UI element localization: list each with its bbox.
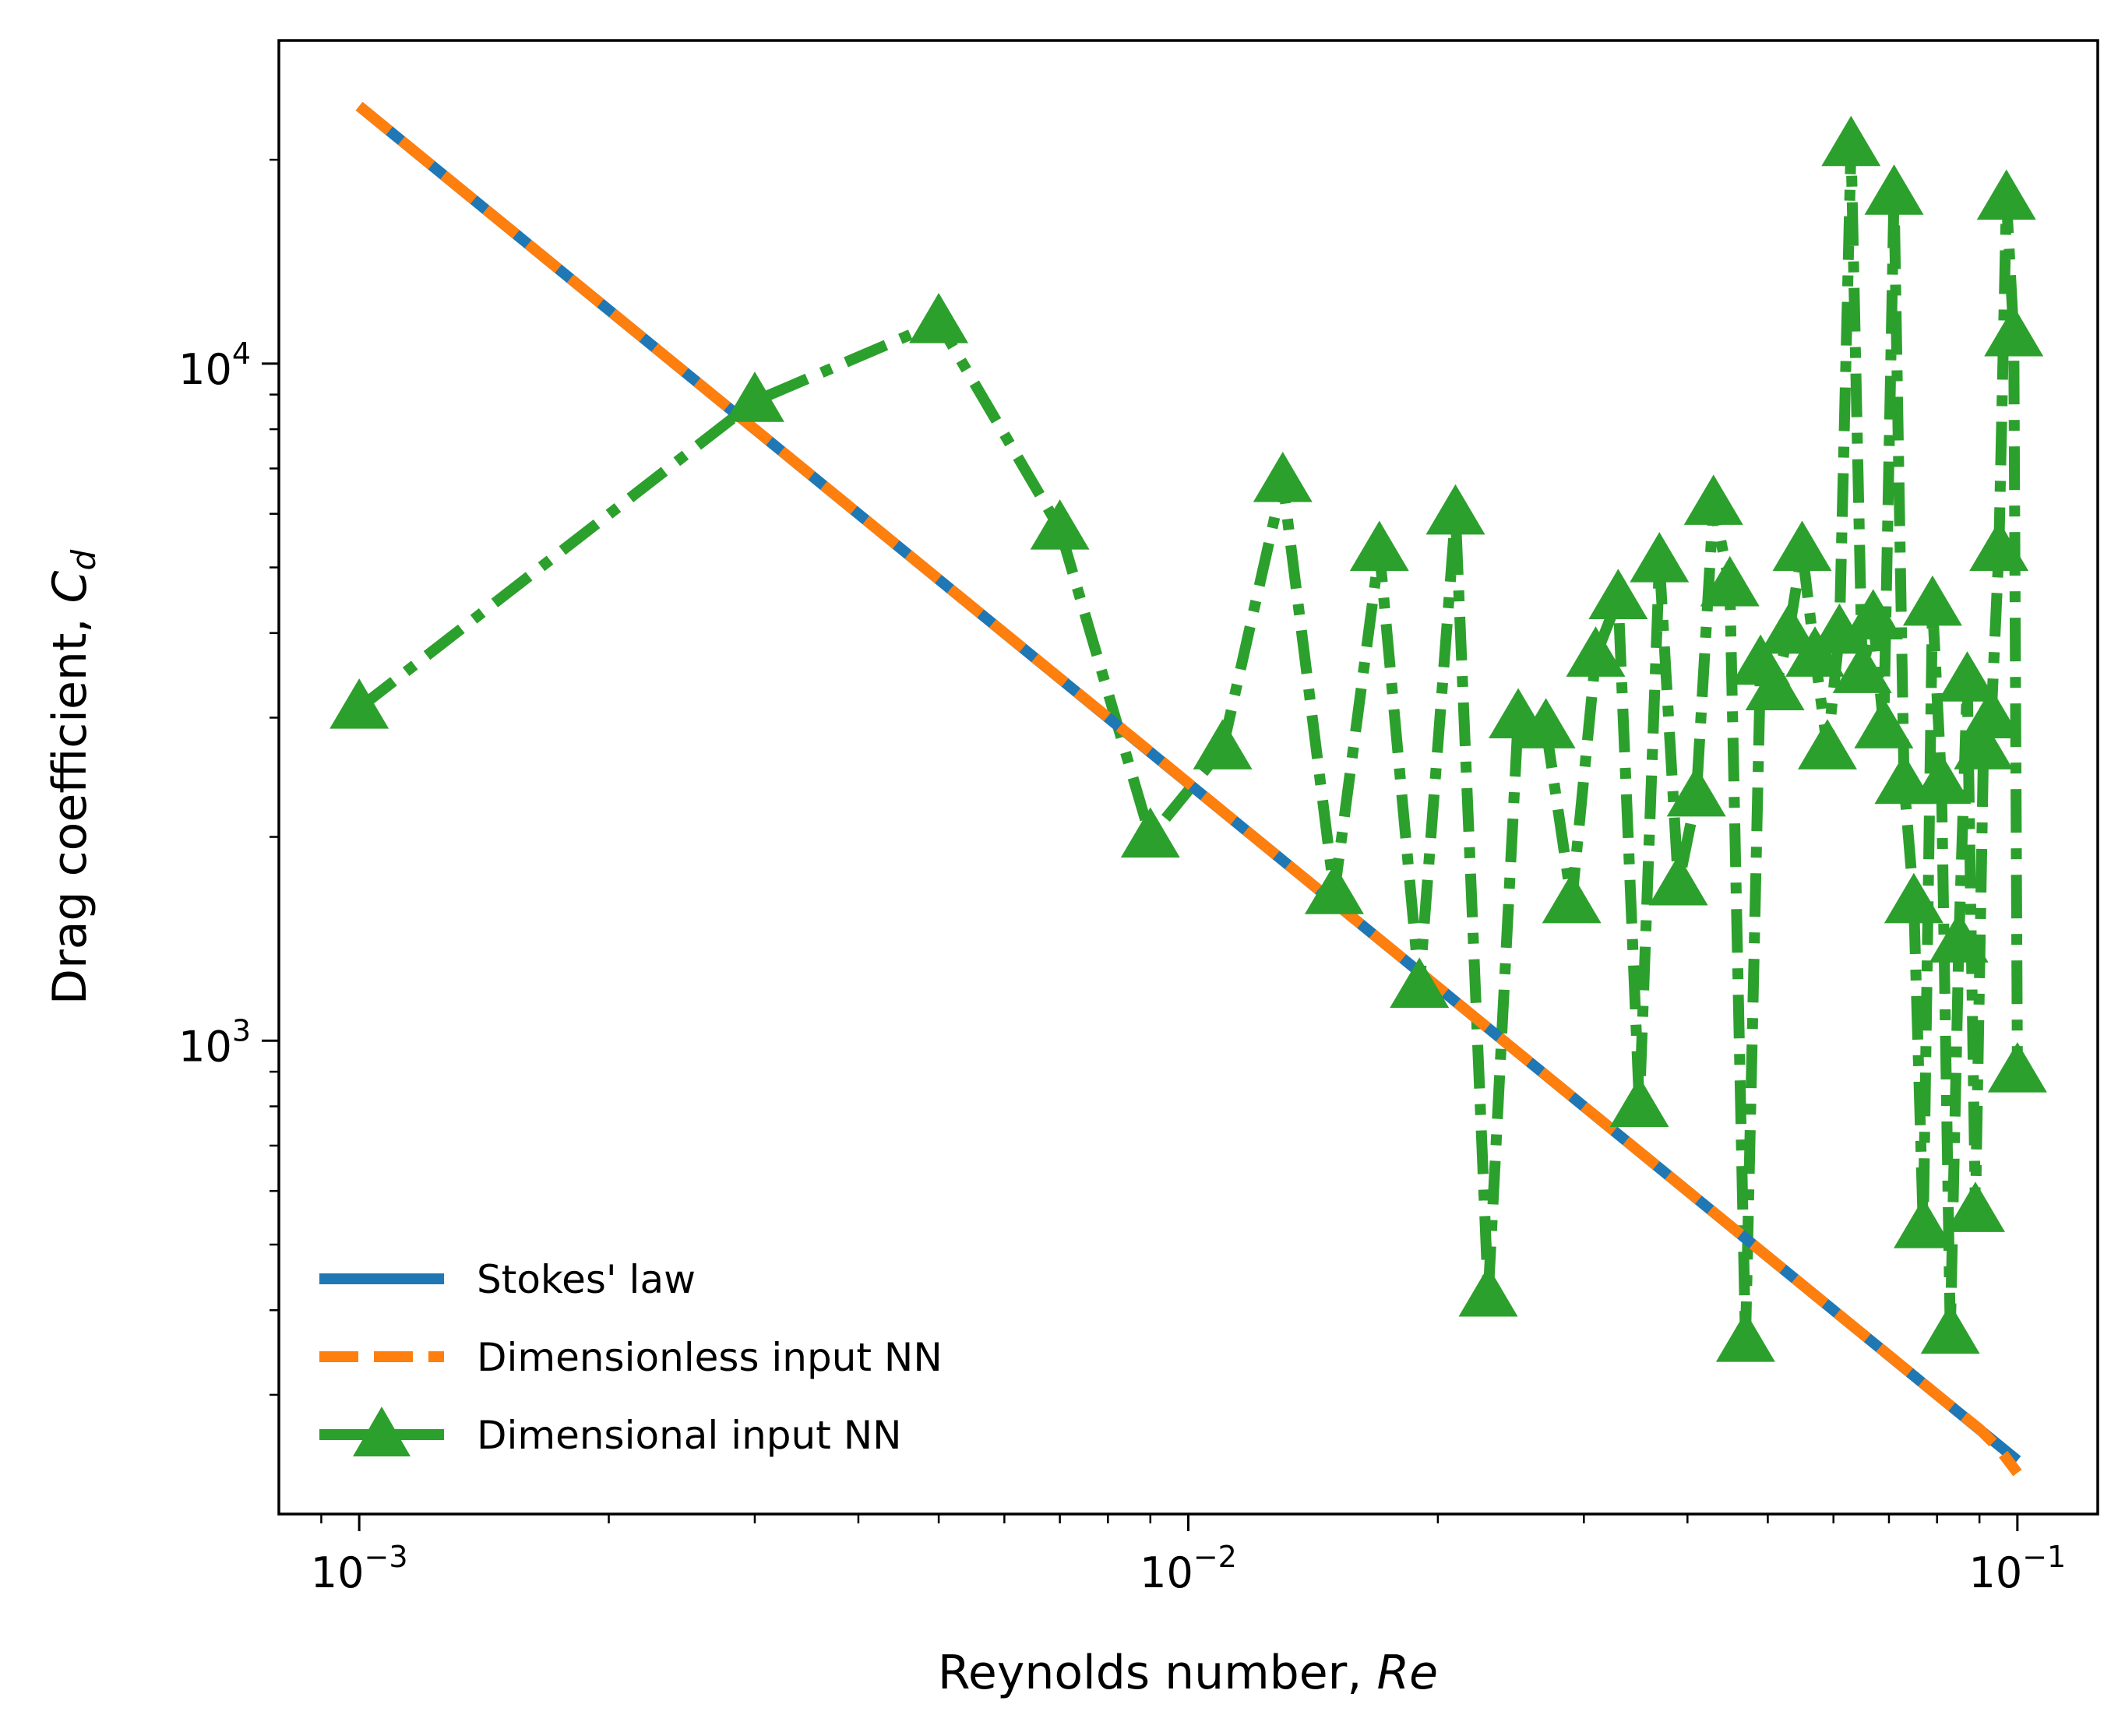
data-point-marker — [1984, 305, 2044, 357]
x-axis-label-symbol: Re — [1376, 1646, 1438, 1700]
data-point-marker — [1683, 474, 1743, 525]
legend-entry-dimensionless: Dimensionless input NN — [319, 1335, 943, 1380]
x-tick-base: 10 — [311, 1548, 365, 1597]
x-tick-exponent: −1 — [2022, 1540, 2066, 1574]
data-point-marker — [1987, 1042, 2047, 1093]
legend-entry-dimensional: Dimensional input NN — [319, 1407, 902, 1458]
data-point-marker — [1390, 957, 1450, 1009]
data-point-marker — [1810, 603, 1870, 654]
y-tick-exponent: 3 — [232, 1013, 251, 1048]
x-tick-base: 10 — [1140, 1548, 1193, 1597]
data-point-marker — [1193, 719, 1253, 769]
data-point-marker — [1976, 169, 2036, 220]
legend: Stokes' law Dimensionless input NN Dimen… — [319, 1257, 943, 1458]
data-point-marker — [1648, 854, 1708, 906]
data-point-marker — [1920, 1303, 1980, 1354]
data-point-marker — [1832, 643, 1892, 693]
data-point-marker — [1969, 520, 2029, 572]
data-point-marker — [1954, 719, 2014, 769]
data-point-marker — [1609, 1076, 1669, 1128]
y-axis-label: Drag coefficient, Cd — [43, 550, 103, 1005]
data-point-marker — [1666, 766, 1726, 817]
legend-label-stokes: Stokes' law — [477, 1257, 696, 1302]
data-point-marker — [1912, 753, 1972, 805]
y-axis-label-subscript: d — [65, 550, 103, 571]
legend-label-dimensionless: Dimensionless input NN — [477, 1335, 943, 1380]
y-tick-label: 104 — [178, 336, 251, 394]
data-point-marker — [1864, 164, 1924, 215]
data-point-marker — [1874, 753, 1934, 805]
data-point-marker — [329, 678, 389, 729]
data-point-marker — [1588, 569, 1648, 619]
x-axis-label-text: Reynolds number, — [938, 1646, 1377, 1700]
data-point-marker — [1745, 660, 1805, 711]
data-point-marker — [1937, 651, 1997, 702]
data-point-marker — [1542, 872, 1602, 924]
x-tick-label: 10−3 — [311, 1540, 408, 1597]
y-tick-base: 10 — [178, 345, 232, 394]
data-point-marker — [1425, 484, 1485, 535]
data-point-marker — [1630, 532, 1690, 583]
data-point-marker — [1349, 520, 1409, 572]
data-point-marker — [1945, 1181, 2005, 1232]
legend-label-dimensional: Dimensional input NN — [477, 1413, 902, 1458]
data-point-marker — [1797, 719, 1857, 769]
data-point-marker — [1304, 864, 1364, 914]
data-point-marker — [1884, 872, 1944, 924]
x-tick-exponent: −3 — [364, 1540, 407, 1574]
x-tick-base: 10 — [1968, 1548, 2022, 1597]
data-point-marker — [1759, 603, 1819, 654]
data-point-marker — [724, 371, 784, 422]
y-tick-base: 10 — [178, 1022, 232, 1071]
data-point-marker — [1120, 807, 1180, 858]
data-point-marker — [1772, 520, 1832, 572]
data-point-marker — [1566, 626, 1626, 677]
legend-marker-dimensional — [353, 1407, 411, 1456]
x-tick-exponent: −2 — [1193, 1540, 1237, 1574]
data-point-marker — [1030, 499, 1090, 550]
y-tick-exponent: 4 — [232, 336, 251, 371]
data-point-marker — [1843, 589, 1903, 639]
data-point-marker — [1902, 575, 1962, 626]
data-point-marker — [1458, 1266, 1518, 1317]
data-point-marker — [1961, 688, 2021, 739]
data-point-marker — [1894, 1198, 1954, 1248]
data-point-marker — [1821, 115, 1881, 167]
x-tick-label: 10−1 — [1968, 1540, 2066, 1597]
x-axis-ticks: 10−3 10−2 10−1 — [311, 1514, 2066, 1597]
legend-entry-stokes: Stokes' law — [319, 1257, 696, 1302]
data-point-marker — [1715, 1312, 1775, 1362]
data-point-marker — [1516, 698, 1576, 748]
data-point-marker — [1854, 698, 1914, 748]
data-point-marker — [1700, 555, 1760, 607]
x-tick-label: 10−2 — [1140, 1540, 1237, 1597]
data-point-marker — [909, 293, 969, 343]
series-line-1 — [355, 101, 2022, 1477]
data-point-marker — [1253, 452, 1313, 502]
series-layer — [329, 101, 2047, 1477]
y-axis-label-text: Drag coefficient, — [43, 603, 97, 1005]
x-axis-label: Reynolds number, Re — [938, 1646, 1438, 1700]
y-tick-label: 103 — [178, 1013, 251, 1071]
data-point-marker — [1929, 912, 1989, 963]
y-axis-label-symbol: C — [43, 570, 97, 603]
